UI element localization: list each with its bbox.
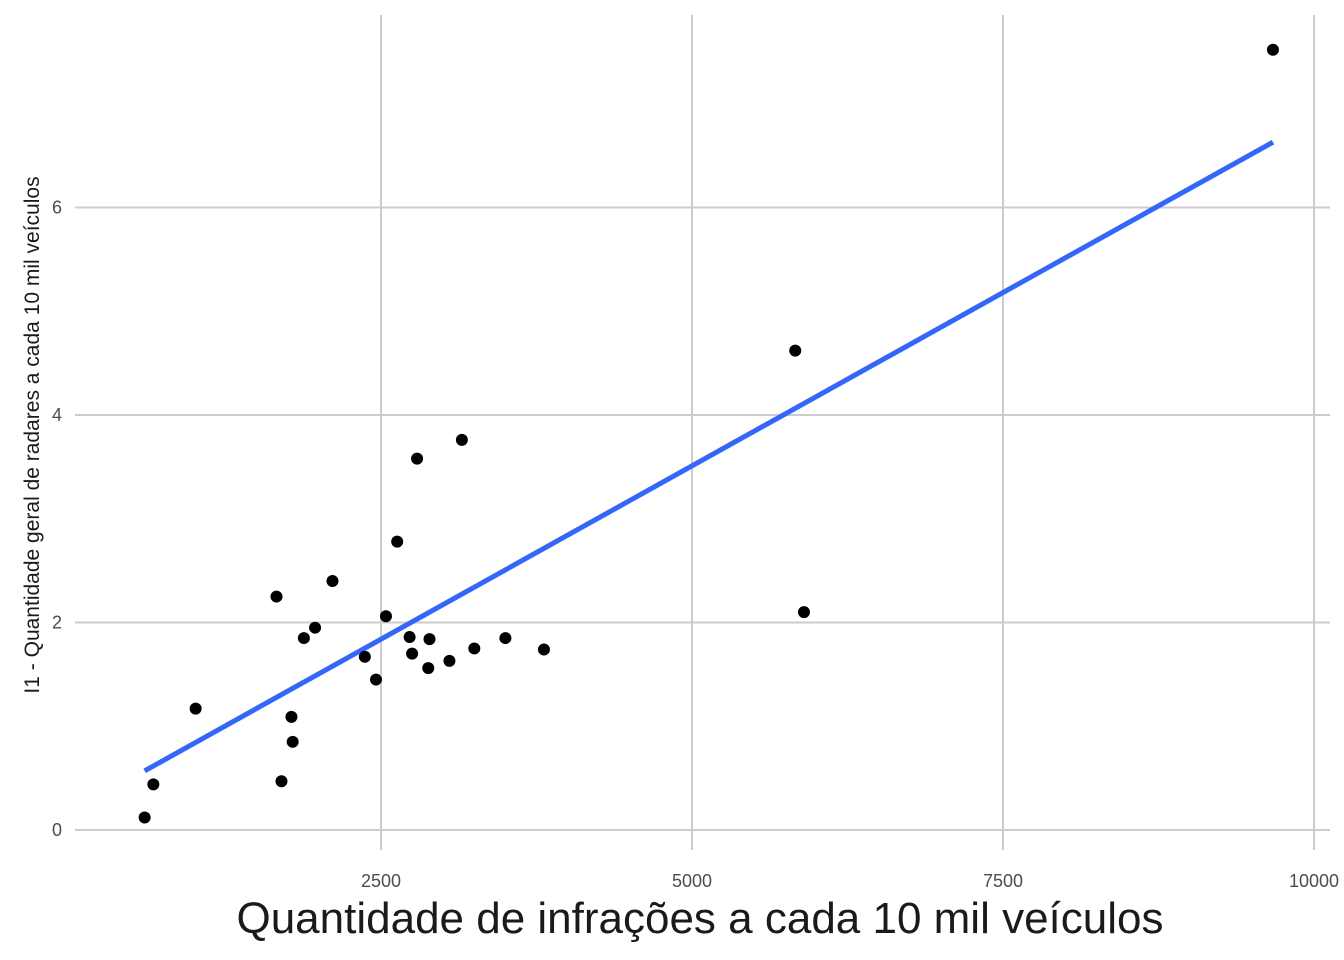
data-point — [370, 673, 383, 686]
data-point — [275, 775, 288, 788]
data-point — [422, 662, 435, 675]
data-point — [468, 642, 481, 655]
tick-labels: 2500 5000 7500 10000 0 2 4 6 — [52, 198, 1339, 892]
data-point — [797, 606, 810, 619]
data-point — [326, 575, 339, 587]
data-point — [379, 610, 392, 623]
data-point — [423, 633, 436, 646]
data-point — [443, 654, 456, 667]
data-point — [537, 643, 550, 656]
data-point — [406, 647, 419, 660]
data-point — [403, 631, 416, 644]
data-point — [286, 735, 299, 748]
x-tick-label: 7500 — [983, 871, 1023, 891]
y-tick-label: 0 — [52, 820, 62, 840]
data-point — [789, 344, 802, 357]
data-point — [138, 811, 151, 824]
y-tick-label: 4 — [52, 405, 62, 425]
data-point — [285, 710, 298, 723]
x-axis-title: Quantidade de infrações a cada 10 mil ve… — [236, 894, 1163, 943]
data-point — [499, 632, 512, 645]
data-points — [138, 43, 1279, 824]
y-tick-label: 6 — [52, 198, 62, 218]
grid — [75, 15, 1330, 850]
data-point — [309, 621, 322, 634]
data-point — [358, 650, 371, 663]
data-point — [189, 702, 202, 715]
data-point — [411, 452, 424, 465]
data-point — [455, 433, 468, 446]
data-point — [391, 535, 404, 548]
trend-layer — [143, 139, 1275, 774]
data-point — [297, 632, 310, 645]
y-tick-label: 2 — [52, 613, 62, 633]
data-point — [270, 590, 283, 603]
regression-line — [143, 139, 1275, 774]
data-point — [1266, 43, 1279, 56]
x-tick-label: 10000 — [1289, 871, 1339, 891]
x-tick-label: 2500 — [361, 871, 401, 891]
x-tick-label: 5000 — [672, 871, 712, 891]
data-point — [147, 778, 160, 791]
y-axis-title: I1 - Quantidade geral de radares a cada … — [21, 176, 44, 693]
